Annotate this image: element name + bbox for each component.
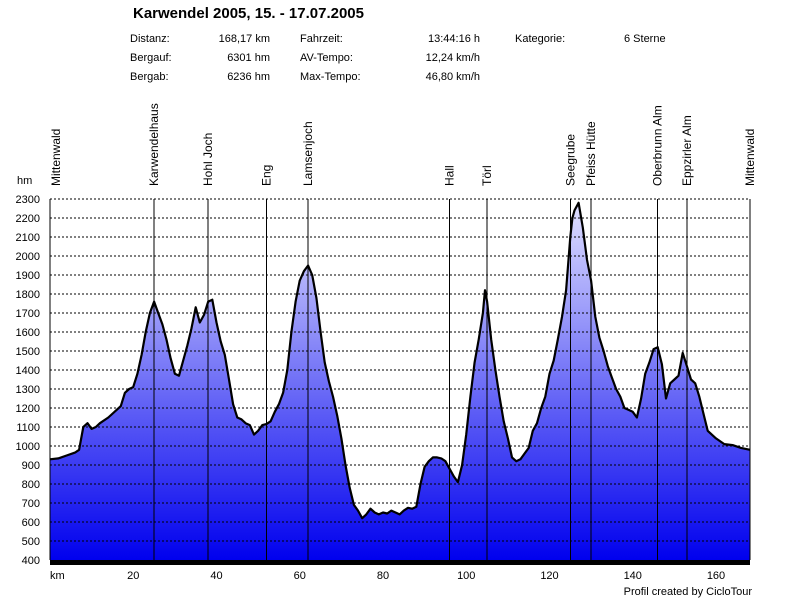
waypoint-label-10: Eppzirler Alm xyxy=(680,115,694,186)
stat-bergauf-label: Bergauf: xyxy=(130,52,172,64)
y-tick-label-2200: 2200 xyxy=(16,213,40,225)
x-tick-label-160: 160 xyxy=(707,570,725,582)
stat-distanz-label: Distanz: xyxy=(130,33,170,45)
x-tick-label-120: 120 xyxy=(540,570,558,582)
x-axis-bar xyxy=(50,560,750,565)
stat-avtempo-value: 12,24 km/h xyxy=(425,52,480,64)
y-tick-label-2100: 2100 xyxy=(16,232,40,244)
stat-maxtempo-value: 46,80 km/h xyxy=(425,71,480,83)
waypoint-label-2: Hohl Joch xyxy=(201,133,215,186)
waypoint-label-6: Törl xyxy=(480,165,494,186)
y-axis-label: hm xyxy=(17,175,32,187)
y-tick-label-700: 700 xyxy=(22,498,40,510)
x-tick-label-140: 140 xyxy=(624,570,642,582)
elevation-line xyxy=(49,201,751,520)
stat-fahrzeit-value: 13:44:16 h xyxy=(428,33,480,45)
waypoint-label-7: Seegrube xyxy=(563,134,577,186)
y-tick-label-900: 900 xyxy=(22,460,40,472)
elevation-area xyxy=(50,202,750,561)
stat-bergab-value: 6236 hm xyxy=(227,71,270,83)
waypoint-label-8: Pfeiss Hütte xyxy=(584,121,598,186)
footer-credit: Profil created by CicloTour xyxy=(623,586,752,598)
x-tick-label-20: 20 xyxy=(127,570,139,582)
waypoint-label-11: Mittenwald xyxy=(743,129,757,186)
y-tick-label-800: 800 xyxy=(22,479,40,491)
stat-bergab-label: Bergab: xyxy=(130,71,169,83)
x-tick-label-40: 40 xyxy=(210,570,222,582)
stat-kategorie-value: 6 Sterne xyxy=(624,33,666,45)
waypoint-label-4: Lamsenjoch xyxy=(301,121,315,186)
chart-title: Karwendel 2005, 15. - 17.07.2005 xyxy=(133,5,364,22)
y-tick-label-2000: 2000 xyxy=(16,251,40,263)
stat-bergauf-value: 6301 hm xyxy=(227,52,270,64)
y-tick-label-1500: 1500 xyxy=(16,346,40,358)
x-tick-label-60: 60 xyxy=(294,570,306,582)
stat-kategorie-label: Kategorie: xyxy=(515,33,566,45)
x-axis-label: km xyxy=(50,570,65,582)
y-tick-label-1200: 1200 xyxy=(16,403,40,415)
y-tick-label-1900: 1900 xyxy=(16,270,40,282)
stat-maxtempo-label: Max-Tempo: xyxy=(300,71,361,83)
waypoint-label-3: Eng xyxy=(259,165,273,186)
waypoint-label-0: Mittenwald xyxy=(49,129,63,186)
waypoint-label-5: Hall xyxy=(443,165,457,186)
y-tick-label-1800: 1800 xyxy=(16,289,40,301)
y-tick-label-1000: 1000 xyxy=(16,441,40,453)
y-tick-label-1300: 1300 xyxy=(16,384,40,396)
y-tick-label-500: 500 xyxy=(22,536,40,548)
stat-avtempo-label: AV-Tempo: xyxy=(300,52,353,64)
y-tick-label-1700: 1700 xyxy=(16,308,40,320)
x-tick-label-100: 100 xyxy=(457,570,475,582)
y-tick-label-1600: 1600 xyxy=(16,327,40,339)
y-tick-label-1400: 1400 xyxy=(16,365,40,377)
waypoint-label-1: Karwendelhaus xyxy=(147,103,161,186)
waypoint-label-9: Oberbrunn Alm xyxy=(651,105,665,186)
x-tick-label-80: 80 xyxy=(377,570,389,582)
stat-fahrzeit-label: Fahrzeit: xyxy=(300,33,343,45)
y-tick-label-1100: 1100 xyxy=(16,422,40,434)
y-tick-label-600: 600 xyxy=(22,517,40,529)
y-tick-label-2300: 2300 xyxy=(16,194,40,206)
stat-distanz-value: 168,17 km xyxy=(218,33,270,45)
y-tick-label-400: 400 xyxy=(22,555,40,567)
